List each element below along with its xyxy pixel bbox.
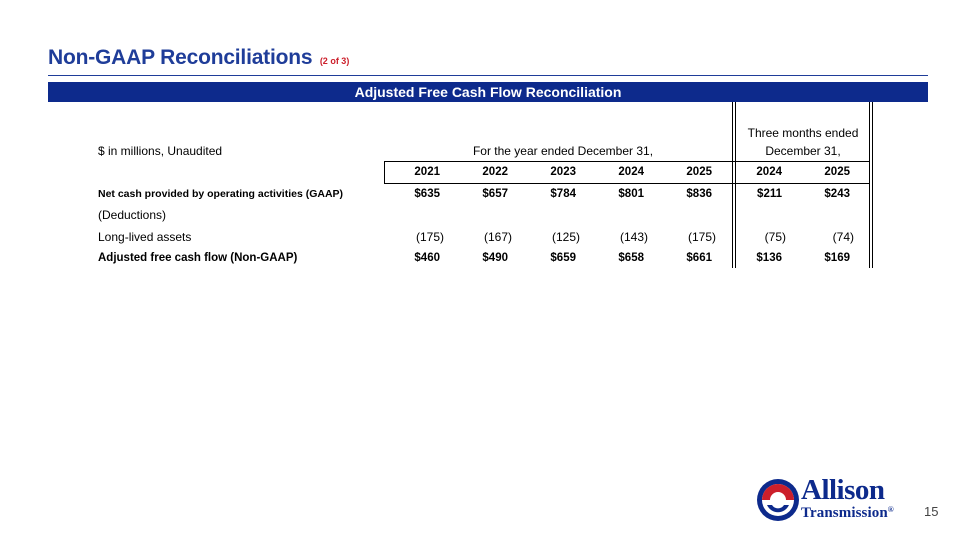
quarter-header-2024: 2024 [756,166,782,178]
table-cell: $243 [824,188,850,200]
section-divider-right-b [872,102,873,268]
trademark-mark: ® [887,505,894,514]
unit-label: $ in millions, Unaudited [98,144,223,158]
header-left-border [384,161,385,183]
page-title-group: Non-GAAP Reconciliations (2 of 3) [48,46,349,70]
year-header-2022: 2022 [482,166,508,178]
quarter-header-2025: 2025 [824,166,850,178]
table-cell: $659 [550,252,576,264]
table-cell: (175) [415,230,444,244]
table-cell: $836 [686,188,712,200]
table-cell: (125) [551,230,580,244]
title-divider [48,75,928,76]
page-number: 15 [924,504,939,519]
section-divider-right-a [869,102,870,268]
quarter-group-label-line1: Three months ended [747,126,859,140]
table-cell: (143) [619,230,648,244]
page-title: Non-GAAP Reconciliations [48,46,313,69]
table-cell: (74) [832,230,854,244]
table-cell: $657 [482,188,508,200]
row-label-adjusted-fcf: Adjusted free cash flow (Non-GAAP) [98,252,298,264]
year-header-2024: 2024 [618,166,644,178]
row-label-long-lived-assets: Long-lived assets [98,230,192,244]
header-rule-bottom [384,183,870,184]
year-header-2025: 2025 [686,166,712,178]
table-cell: (175) [687,230,716,244]
table-cell: $635 [414,188,440,200]
table-cell: (75) [764,230,786,244]
logo-wordmark-line2: Transmission® [801,505,894,522]
table-cell: $460 [414,252,440,264]
table-cell: $169 [824,252,850,264]
table-cell: $801 [618,188,644,200]
year-header-2021: 2021 [414,166,440,178]
logo-wordmark-text: Transmission [801,505,888,521]
table-banner-title: Adjusted Free Cash Flow Reconciliation [354,84,622,100]
table-cell: $784 [550,188,576,200]
table-cell: $490 [482,252,508,264]
year-header-2023: 2023 [550,166,576,178]
logo-wordmark-line1: Allison [801,474,885,506]
header-rule-top [384,161,870,162]
table-cell: $658 [618,252,644,264]
quarter-group-label-line2: December 31, [765,144,841,158]
section-divider-left-b [735,102,736,268]
table-cell: $136 [756,252,782,264]
logo-emblem-icon [757,479,799,521]
page-subtitle: (2 of 3) [319,56,350,66]
annual-group-label: For the year ended December 31, [472,144,654,158]
table-cell: $661 [686,252,712,264]
table-banner: Adjusted Free Cash Flow Reconciliation [48,82,928,102]
row-label-deductions: (Deductions) [98,208,167,222]
reconciliation-table: $ in millions, Unaudited For the year en… [98,102,873,268]
row-label-operating-cash: Net cash provided by operating activitie… [98,188,344,200]
table-cell: $211 [757,188,782,200]
section-divider-left-a [732,102,733,268]
table-cell: (167) [483,230,512,244]
company-logo: Allison Transmission® [756,474,922,522]
